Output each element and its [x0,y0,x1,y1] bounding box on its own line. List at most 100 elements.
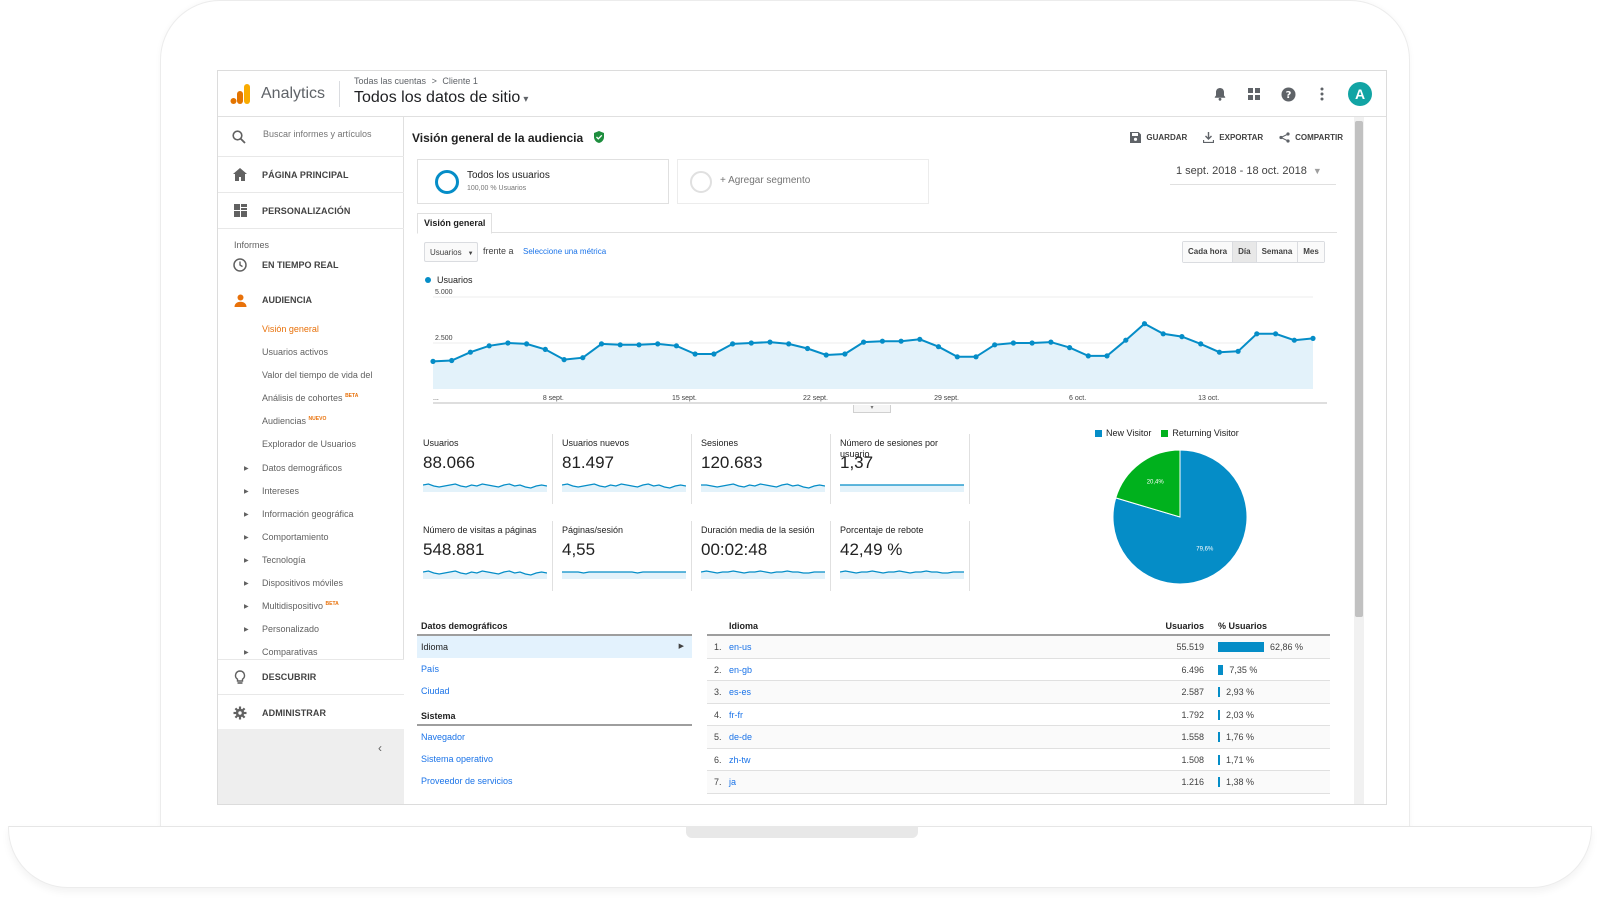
granularity-week[interactable]: Semana [1256,242,1299,262]
dimension-browser[interactable]: Navegador [421,732,466,742]
dimension-isp[interactable]: Proveedor de servicios [421,776,513,786]
table-row[interactable]: 4. fr-fr 1.792 2,03 % [707,704,1330,726]
scorecard[interactable]: Duración media de la sesión 00:02:48 [695,521,831,591]
expand-triangle-icon[interactable]: ▶ [244,535,249,541]
users-line-chart[interactable]: 5.000 2.500... 8 sept. 15 sept. 22 sept. 29 s… [415,287,1335,417]
data-point [804,345,811,352]
expand-triangle-icon[interactable]: ▶ [244,650,249,656]
share-button[interactable]: COMPARTIR [1279,132,1343,143]
sidebar-subitem-lifetime-value[interactable]: Valor del tiempo de vida del [262,370,373,380]
scorecard[interactable]: Número de sesiones por usuario 1,37 [834,434,970,504]
sidebar-subitem-demographics[interactable]: Datos demográficos [262,463,343,473]
sidebar-item-discover[interactable]: DESCUBRIR [218,659,404,695]
language-link[interactable]: en-us [729,642,752,652]
chart-resize-handle[interactable]: ▾ [853,405,891,413]
table-row[interactable]: 1. en-us 55.519 62,86 % [707,636,1330,659]
sidebar-subitem-benchmarking[interactable]: Comparativas [262,647,318,657]
search-input[interactable] [263,129,393,139]
more-vert-icon[interactable] [1314,86,1330,102]
expand-triangle-icon[interactable]: ▶ [244,466,249,472]
sidebar-subitem-cross-device[interactable]: Multidispositivo BETA [262,601,339,611]
table-row[interactable]: 7. ja 1.216 1,38 % [707,771,1330,794]
breadcrumb-client[interactable]: Cliente 1 [442,76,478,86]
bell-icon[interactable] [1212,86,1228,102]
language-link[interactable]: es-es [729,687,752,697]
sidebar-item-audience[interactable]: AUDIENCIA [218,288,404,312]
sidebar-subitem-user-explorer[interactable]: Explorador de Usuarios [262,439,357,449]
sidebar-subitem-interests[interactable]: Intereses [262,486,300,496]
table-row[interactable]: 5. de-de 1.558 1,76 % [707,726,1330,749]
language-link[interactable]: en-gb [729,664,753,675]
scorecard-label: Porcentaje de rebote [840,525,924,535]
language-link[interactable]: fr-fr [729,709,743,720]
sidebar-subitem-cohort-analysis[interactable]: Análisis de cohortes BETA [262,393,359,403]
property-selector[interactable]: Todos los datos de sitio ▾ [354,89,528,107]
dimension-country[interactable]: País [421,664,440,674]
language-link[interactable]: de-de [729,732,753,742]
language-link[interactable]: zh-tw [729,754,751,765]
data-point [1104,353,1110,359]
sidebar-item-customization[interactable]: PERSONALIZACIÓN [218,193,404,229]
legend-returning-visitor[interactable]: Returning Visitor [1161,428,1239,438]
granularity-hourly[interactable]: Cada hora [1183,242,1234,262]
sidebar-subitem-behavior[interactable]: Comportamiento [262,532,329,542]
expand-triangle-icon[interactable]: ▶ [244,581,249,587]
sidebar-subitem-geo[interactable]: Información geográfica [262,509,354,519]
export-button[interactable]: EXPORTAR [1203,132,1263,143]
sidebar-subitem-technology[interactable]: Tecnología [262,555,306,565]
scorecard[interactable]: Usuarios nuevos 81.497 [556,434,692,504]
expand-triangle-icon[interactable]: ▶ [244,489,249,495]
sidebar-subitem-audiences[interactable]: Audiencias NUEVO [262,416,327,426]
sidebar-subitem-active-users[interactable]: Usuarios activos [262,347,329,357]
row-index: 6. [714,754,722,765]
help-icon[interactable]: ? [1280,86,1296,102]
avatar[interactable]: A [1348,82,1372,106]
metric-dropdown[interactable]: Usuarios ▼ [424,242,478,262]
expand-triangle-icon[interactable]: ▶ [244,558,249,564]
expand-triangle-icon[interactable]: ▶ [244,512,249,518]
sidebar-subitem-overview[interactable]: Visión general [262,324,319,334]
users-value: 55.519 [1176,642,1204,652]
scorecard[interactable]: Número de visitas a páginas 548.881 [417,521,553,591]
sidebar-item-admin[interactable]: ADMINISTRAR [218,695,404,731]
metric-dropdown-value: Usuarios [430,248,462,257]
dimension-os[interactable]: Sistema operativo [421,754,494,764]
add-segment-button[interactable]: + Agregar segmento [677,159,929,204]
legend-new-visitor[interactable]: New Visitor [1095,428,1151,438]
sidebar-item-label: EN TIEMPO REAL [262,260,339,270]
save-button[interactable]: GUARDAR [1130,132,1187,143]
breadcrumb[interactable]: Todas las cuentas > Cliente 1 [354,76,481,86]
date-range-picker[interactable]: 1 sept. 2018 - 18 oct. 2018 ▼ [1170,161,1336,185]
scorecard[interactable]: Páginas/sesión 4,55 [556,521,692,591]
expand-triangle-icon[interactable]: ▶ [244,627,249,633]
table-row[interactable]: 2. en-gb 6.496 7,35 % [707,659,1330,681]
select-metric-link[interactable]: Seleccione una métrica [523,247,607,256]
sidebar-subitem-mobile[interactable]: Dispositivos móviles [262,578,344,588]
language-link[interactable]: ja [729,777,737,787]
scorecard[interactable]: Usuarios 88.066 [417,434,553,504]
scrollbar-thumb[interactable] [1355,121,1363,617]
dimension-city[interactable]: Ciudad [421,686,450,696]
granularity-day[interactable]: Día [1233,242,1257,262]
chevron-left-icon[interactable]: ‹ [378,741,382,755]
table-row[interactable]: 6. zh-tw 1.508 1,71 % [707,749,1330,771]
dimension-language[interactable]: Idioma ▶ [417,636,692,658]
sidebar-item-realtime[interactable]: EN TIEMPO REAL [218,253,404,277]
sidebar-subitem-custom[interactable]: Personalizado [262,624,320,634]
apps-icon[interactable] [1246,86,1262,102]
tab-overview[interactable]: Visión general [417,213,493,234]
analytics-logo-icon[interactable] [230,83,252,105]
scorecard-label: Duración media de la sesión [701,525,815,535]
scorecard[interactable]: Sesiones 120.683 [695,434,831,504]
expand-triangle-icon[interactable]: ▶ [244,604,249,610]
scorecard[interactable]: Porcentaje de rebote 42,49 % [834,521,970,591]
segment-all-users[interactable]: Todos los usuarios 100,00 % Usuarios [417,159,669,204]
reports-section-label: Informes [234,240,270,250]
breadcrumb-accounts[interactable]: Todas las cuentas [354,76,427,86]
granularity-month[interactable]: Mes [1298,242,1324,262]
table-row[interactable]: 3. es-es 2.587 2,93 % [707,681,1330,704]
pct-value: 1,38 % [1226,777,1255,787]
main-scrollbar[interactable] [1354,117,1364,804]
visitor-pie-chart[interactable]: 79,6% 20,4% [1105,442,1255,592]
sidebar-item-home[interactable]: PÁGINA PRINCIPAL [218,157,404,193]
